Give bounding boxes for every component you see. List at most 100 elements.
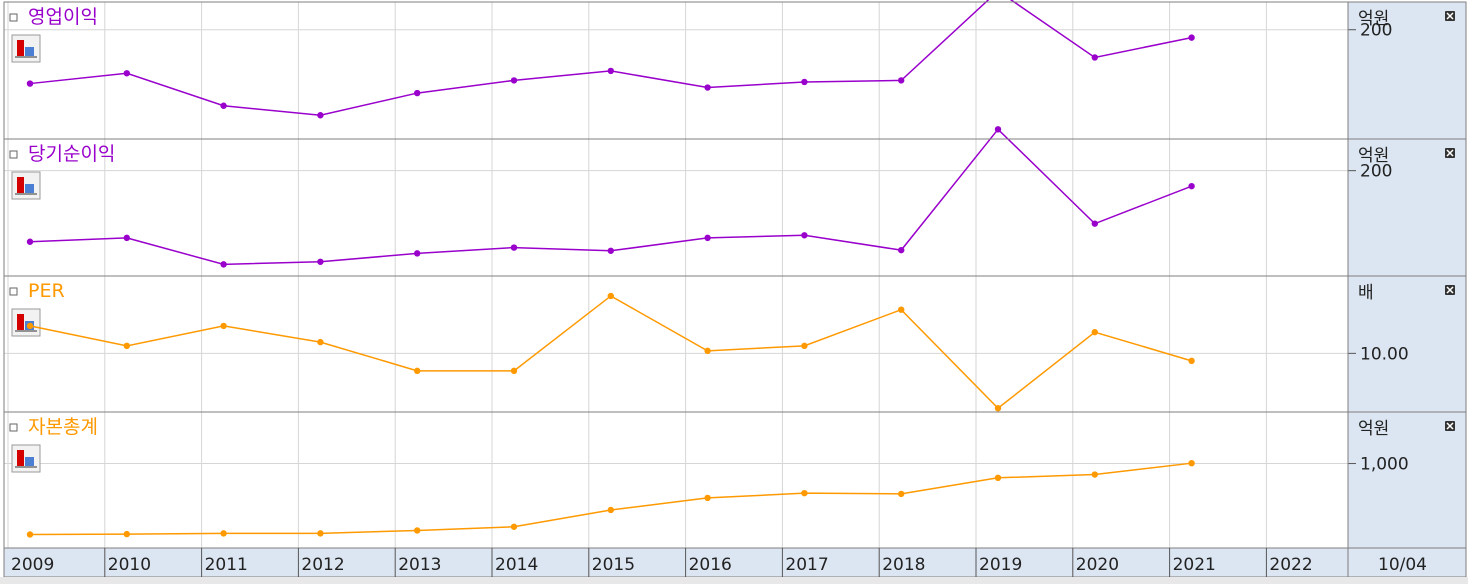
close-icon-cross[interactable] (1446, 149, 1454, 157)
pane-marker-icon (9, 150, 18, 159)
pane-title: PER (28, 280, 65, 302)
x-tick-label: 2009 (11, 555, 54, 575)
data-point (801, 232, 808, 239)
chart-type-icon-button[interactable] (11, 444, 41, 473)
data-point (220, 102, 227, 109)
horizontal-scrollbar[interactable] (0, 577, 1468, 584)
x-tick-label: 2013 (398, 555, 441, 575)
y-axis-panel (1348, 139, 1466, 276)
close-pane-icon[interactable] (1445, 421, 1455, 431)
data-point (607, 247, 614, 254)
data-point (510, 367, 518, 375)
data-point (898, 306, 905, 313)
data-point (123, 530, 130, 538)
data-point (317, 530, 324, 537)
data-point (607, 506, 614, 514)
close-icon-cross[interactable] (1446, 286, 1454, 294)
bar-chart-icon-blue-bar[interactable] (25, 457, 34, 466)
bar-chart-icon-red-bar[interactable] (17, 314, 24, 330)
data-point (220, 530, 227, 537)
close-pane-icon[interactable] (1445, 11, 1455, 21)
y-axis-unit-label: 억원 (1358, 419, 1389, 439)
pane-marker-icon (9, 13, 18, 22)
plot-area (4, 2, 1348, 139)
data-point (898, 246, 905, 254)
y-axis-panel (1348, 2, 1466, 139)
data-point (607, 292, 614, 300)
data-point (1091, 471, 1099, 478)
close-pane-icon[interactable] (1445, 285, 1455, 295)
data-point (123, 234, 130, 242)
data-point (26, 238, 34, 245)
close-icon-cross[interactable] (1446, 422, 1454, 430)
pane-marker-icon (9, 287, 18, 296)
data-point (1188, 182, 1195, 190)
x-tick-label: 2020 (1076, 555, 1119, 575)
x-tick-label: 2012 (301, 555, 344, 575)
data-point (898, 490, 905, 498)
bar-chart-icon-red-bar[interactable] (17, 40, 24, 56)
bar-chart-icon-blue-bar[interactable] (25, 47, 34, 56)
data-point (26, 322, 34, 330)
data-point (510, 523, 518, 530)
data-point (1188, 34, 1195, 41)
x-tick-label: 2015 (592, 555, 635, 575)
data-point (994, 126, 1002, 133)
pane-title: 자본총계 (28, 416, 98, 438)
data-point (414, 89, 421, 97)
plot-area (4, 412, 1348, 548)
data-point (1188, 459, 1195, 467)
y-tick-label: 1,000 (1360, 455, 1409, 475)
data-point (414, 527, 421, 534)
x-axis: 2009 2010 2011 2012 2013 2014 2015 2016 2017 2018… (3, 547, 1467, 578)
x-tick-label: 2017 (785, 555, 828, 575)
data-point (414, 367, 421, 375)
data-point (317, 338, 324, 346)
data-point (317, 112, 324, 119)
x-tick-label: 2019 (979, 555, 1022, 575)
x-tick-label: 2014 (495, 555, 538, 575)
data-point (1091, 328, 1099, 336)
chart-type-icon-button[interactable] (11, 34, 41, 63)
bar-chart-icon-blue-bar[interactable] (25, 184, 34, 193)
chart-type-icon-button[interactable] (11, 171, 41, 200)
y-tick-label: 200 (1360, 21, 1392, 41)
bar-chart-icon-red-bar[interactable] (17, 450, 24, 466)
data-point (26, 531, 34, 538)
y-tick-label: 200 (1360, 162, 1392, 182)
bar-chart-icon-red-bar[interactable] (17, 177, 24, 193)
plot-area (4, 139, 1348, 276)
data-point (26, 80, 34, 87)
y-axis-unit-label: 배 (1358, 283, 1374, 303)
y-axis-unit-label: 억원 (1358, 146, 1389, 166)
x-tick-label: 2021 (1173, 555, 1216, 575)
x-axis-date-label: 10/04 (1378, 555, 1427, 575)
pane-marker-icon (9, 423, 18, 432)
close-pane-icon[interactable] (1445, 148, 1455, 158)
data-point (220, 322, 227, 330)
data-point (704, 84, 711, 91)
x-axis-band (3, 547, 1467, 578)
data-point (704, 347, 711, 355)
data-point (1091, 54, 1099, 61)
y-tick-label: 10.00 (1360, 344, 1409, 364)
x-tick-label: 2010 (108, 555, 151, 575)
data-point (1091, 220, 1099, 227)
data-point (994, 474, 1002, 482)
data-point (898, 77, 905, 84)
y-axis-unit-label: 억원 (1358, 9, 1389, 29)
chart-type-icon-button[interactable] (11, 308, 41, 337)
pane-title: 당기순이익 (28, 143, 115, 165)
data-point (801, 489, 808, 497)
data-point (607, 67, 614, 75)
y-axis-panel (1348, 276, 1466, 412)
close-icon-cross[interactable] (1446, 12, 1454, 20)
data-point (1188, 357, 1195, 365)
data-point (220, 261, 227, 268)
data-point (510, 244, 518, 251)
x-tick-label: 2018 (882, 555, 925, 575)
